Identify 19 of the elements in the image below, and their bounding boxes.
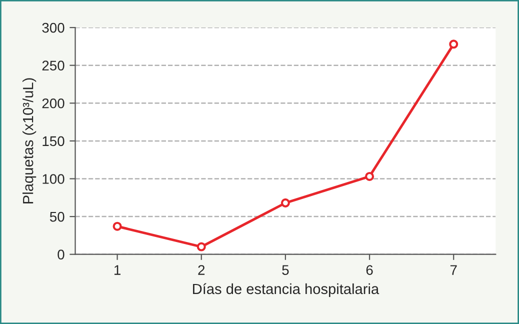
x-tick-label: 7 (450, 265, 457, 275)
x-axis-title: Días de estancia hospitalaria (193, 283, 380, 298)
y-tick-label: 300 (42, 22, 64, 33)
x-tick-label: 1 (114, 265, 120, 275)
y-tick-label: 100 (42, 174, 64, 184)
y-tick-label: 250 (42, 60, 64, 71)
y-tick-label: 150 (42, 136, 64, 146)
y-tick-label: 50 (50, 212, 64, 222)
point (449, 40, 458, 49)
x-tick-label: 2 (198, 265, 205, 275)
x-tick-label: 5 (282, 265, 289, 275)
y-tick-label: 200 (42, 98, 64, 108)
point (280, 198, 290, 208)
y-axis-title: Plaquetas (x10³/uL) (22, 78, 36, 204)
x-tick-label: 6 (366, 265, 373, 275)
y-tick-label: 0 (58, 250, 64, 260)
point (365, 172, 374, 181)
point (196, 242, 206, 252)
point (112, 222, 122, 231)
